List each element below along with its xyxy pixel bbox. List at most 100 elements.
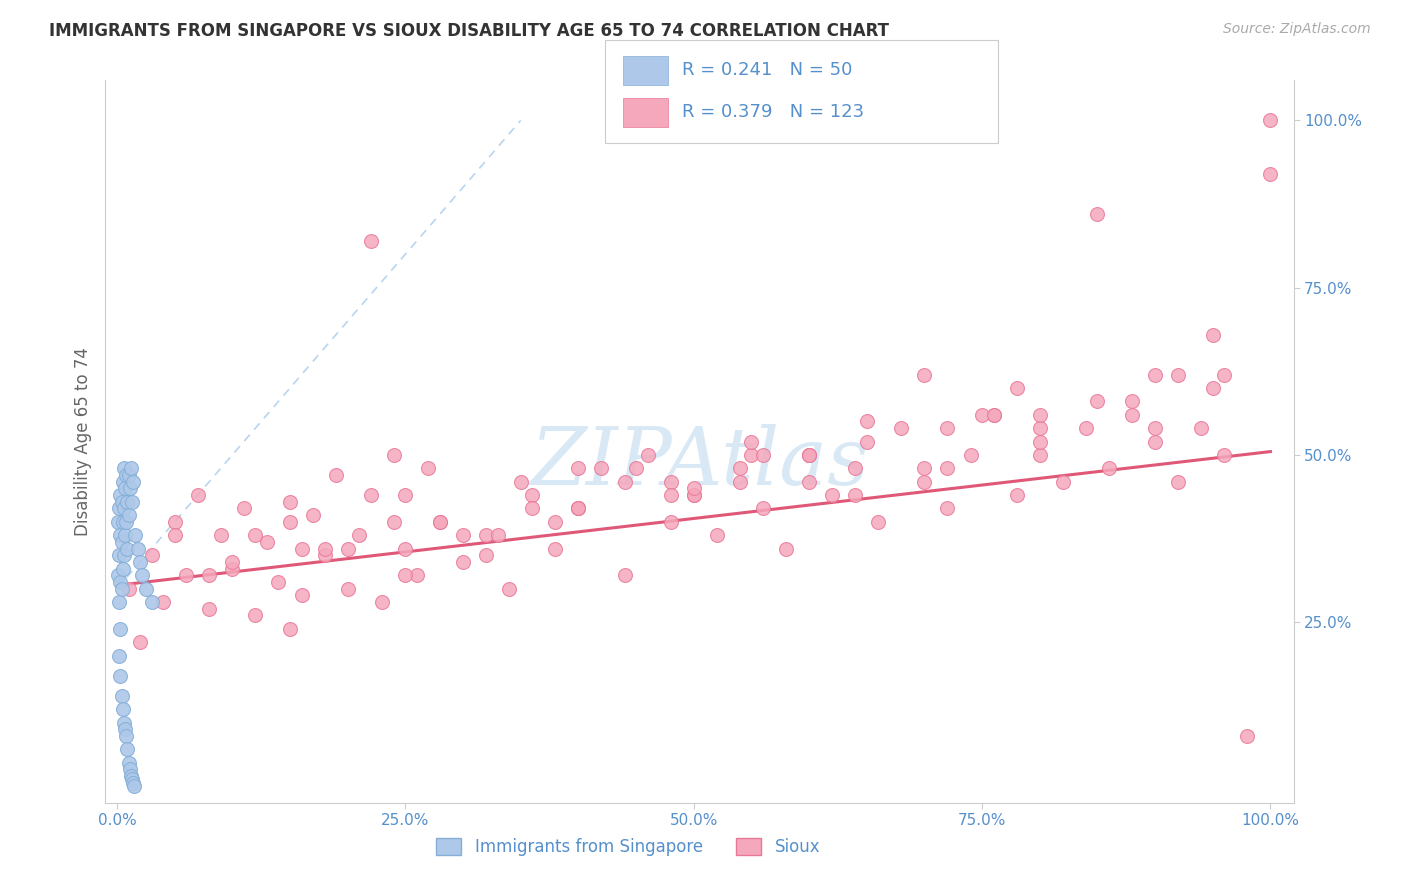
Point <box>740 448 762 462</box>
Point <box>659 488 682 502</box>
Point <box>382 448 405 462</box>
Point <box>1213 368 1236 382</box>
Point <box>1260 167 1282 181</box>
Point <box>1167 368 1189 382</box>
Point <box>429 515 451 529</box>
Point <box>114 723 136 737</box>
Point <box>112 715 135 730</box>
Point <box>486 528 509 542</box>
Point <box>117 582 139 596</box>
Point <box>624 461 647 475</box>
Point <box>108 548 131 563</box>
Point <box>567 501 589 516</box>
Point <box>221 562 243 576</box>
Point <box>1087 394 1109 409</box>
Point <box>107 515 129 529</box>
Point <box>797 448 820 462</box>
Point <box>1202 381 1225 395</box>
Point <box>429 515 451 529</box>
Point <box>127 541 149 556</box>
Point <box>591 461 613 475</box>
Point <box>117 742 139 756</box>
Point <box>567 501 589 516</box>
Point <box>475 548 498 563</box>
Point <box>360 488 382 502</box>
Point <box>659 515 682 529</box>
Point <box>1144 368 1167 382</box>
Point <box>121 494 143 508</box>
Point <box>959 448 981 462</box>
Point <box>613 475 636 489</box>
Point <box>163 528 186 542</box>
Point <box>129 555 152 569</box>
Point <box>115 729 138 743</box>
Point <box>544 515 567 529</box>
Text: Source: ZipAtlas.com: Source: ZipAtlas.com <box>1223 22 1371 37</box>
Point <box>122 776 145 790</box>
Point <box>174 568 197 582</box>
Point <box>682 488 704 502</box>
Point <box>110 494 132 508</box>
Point <box>1202 327 1225 342</box>
Point <box>382 515 405 529</box>
Point <box>613 568 636 582</box>
Point <box>256 535 278 549</box>
Point <box>135 582 157 596</box>
Point <box>567 501 589 516</box>
Point <box>912 461 935 475</box>
Point <box>659 475 682 489</box>
Point <box>111 475 134 489</box>
Point <box>797 475 820 489</box>
Point <box>1260 113 1282 128</box>
Point <box>118 762 141 776</box>
Point <box>245 528 267 542</box>
Point <box>110 689 132 703</box>
Point <box>821 488 844 502</box>
Point <box>509 475 531 489</box>
Point <box>682 482 704 496</box>
Point <box>314 541 336 556</box>
Point <box>912 475 935 489</box>
Point <box>117 467 139 482</box>
Point <box>451 555 474 569</box>
Point <box>114 528 136 542</box>
Point <box>336 541 359 556</box>
Point <box>325 467 347 482</box>
Point <box>110 582 132 596</box>
Point <box>163 515 186 529</box>
Point <box>394 568 416 582</box>
Point <box>232 501 254 516</box>
Point <box>198 602 221 616</box>
Point <box>706 528 728 542</box>
Point <box>498 582 520 596</box>
Point <box>936 461 959 475</box>
Point <box>970 408 993 422</box>
Point <box>1029 448 1052 462</box>
Point <box>728 475 751 489</box>
Point <box>110 669 132 683</box>
Point <box>360 234 382 248</box>
Point <box>797 448 820 462</box>
Point <box>129 635 152 649</box>
Point <box>728 461 751 475</box>
Point <box>120 769 142 783</box>
Point <box>855 434 877 449</box>
Point <box>637 448 659 462</box>
Point <box>152 595 174 609</box>
Point <box>131 568 153 582</box>
Point <box>124 528 146 542</box>
Point <box>221 555 243 569</box>
Point <box>844 461 866 475</box>
Point <box>117 756 139 770</box>
Point <box>112 461 135 475</box>
Point <box>394 541 416 556</box>
Point <box>115 515 138 529</box>
Point <box>117 494 139 508</box>
Point <box>1213 448 1236 462</box>
Point <box>141 548 163 563</box>
Y-axis label: Disability Age 65 to 74: Disability Age 65 to 74 <box>73 347 91 536</box>
Point <box>117 541 139 556</box>
Point <box>290 589 312 603</box>
Point <box>418 461 440 475</box>
Point <box>290 541 312 556</box>
